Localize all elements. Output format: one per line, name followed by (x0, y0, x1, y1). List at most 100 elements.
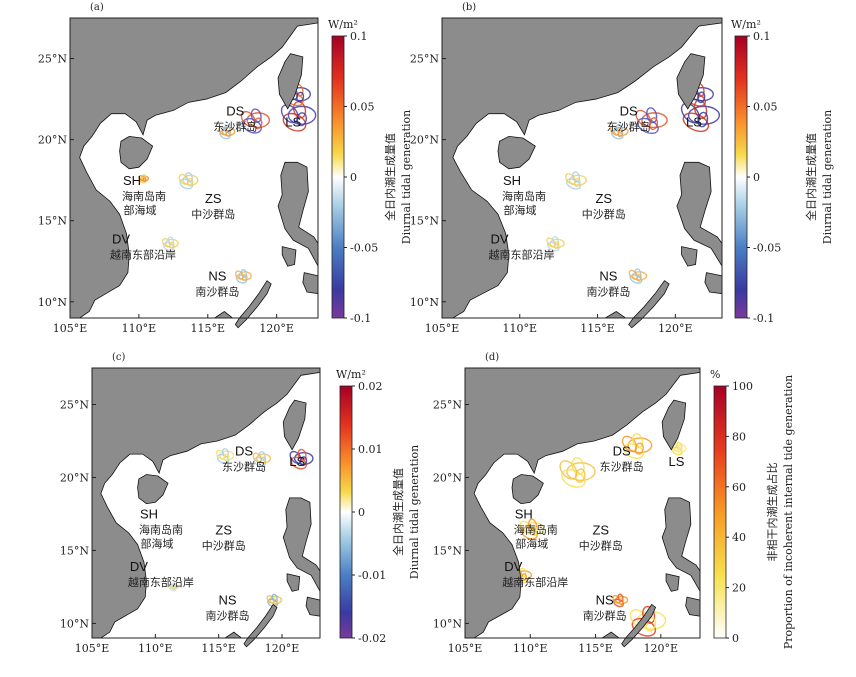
region-label-cn: 东沙群岛 (607, 119, 651, 133)
tidal-patch (648, 117, 659, 131)
colorbar-tick-label: 100 (732, 380, 753, 393)
tidal-patch (636, 273, 642, 282)
region-label-cn: 越南东部沿岸 (128, 575, 194, 589)
lat-tick-label: 10°N (433, 617, 462, 630)
colorbar-tick-label: 0.1 (753, 30, 771, 43)
land-mainland (464, 367, 701, 639)
tidal-patch (167, 236, 175, 246)
region-label-cn: 东沙群岛 (600, 460, 644, 474)
land-island (681, 246, 698, 267)
tidal-patch (549, 238, 565, 249)
colorbar-tick-label: -0.02 (358, 632, 386, 645)
region-label: NS (596, 592, 614, 607)
region-label: LS (289, 454, 305, 469)
land-island (305, 596, 321, 617)
tidal-patch (634, 268, 642, 278)
lat-tick-label: 15°N (433, 544, 462, 557)
tidal-patch (572, 171, 581, 183)
tidal-patch (297, 448, 307, 461)
land-island (302, 272, 319, 295)
panel-tag: (b) (462, 2, 476, 13)
tidal-patch (241, 274, 248, 282)
lon-tick-label: 110°E (122, 322, 157, 335)
region-label: DS (620, 103, 638, 118)
land-island (137, 474, 169, 505)
region-label: ZS (205, 191, 222, 206)
tidal-generation-field (168, 448, 314, 608)
region-label: SH (123, 173, 141, 188)
land-island (676, 53, 706, 110)
map-frame (69, 17, 319, 319)
land-mainland (441, 17, 723, 319)
region-label: ZS (215, 522, 232, 537)
region-label-cn: 南沙群岛 (195, 285, 239, 299)
land-island (665, 573, 680, 592)
tidal-patch (225, 129, 232, 137)
tidal-patch (641, 112, 668, 129)
colorbar-unit: W/m² (328, 18, 358, 31)
region-label: DV (491, 231, 509, 246)
region-label: LS (669, 454, 685, 469)
land-island (628, 280, 670, 329)
land-island (704, 272, 723, 295)
tidal-patch (168, 241, 175, 249)
region-label: DV (112, 231, 130, 246)
panel-tag: (c) (112, 352, 126, 363)
lon-tick-label: 105°E (425, 322, 460, 335)
region-label: SH (140, 506, 158, 521)
lat-tick-label: 15°N (410, 215, 439, 228)
map-panel: (b) 105°E 110°E 115°E 120°E 25°N 20°N 15°N 10°N D… (410, 2, 834, 335)
region-label: SH (503, 173, 521, 188)
lon-tick-label: 115°E (201, 642, 236, 655)
tidal-patch (568, 174, 588, 186)
land-mainland (91, 367, 321, 639)
tidal-patch (687, 105, 721, 125)
region-label-cn: 东沙群岛 (213, 119, 257, 133)
tidal-patch (186, 178, 194, 187)
tidal-patch (677, 446, 683, 454)
tidal-patch (634, 442, 644, 455)
region-label-cn: 海南岛南 (139, 522, 183, 536)
lon-tick-label: 115°E (580, 322, 615, 335)
tidal-patch (260, 456, 267, 465)
tidal-patch (528, 518, 538, 532)
colorbar-tick-label: -0.01 (358, 569, 386, 582)
region-label: ZS (595, 191, 612, 206)
region-label-cn: 中沙群岛 (582, 207, 626, 221)
tidal-patch (299, 456, 308, 466)
land-mainland (69, 17, 319, 319)
colorbar-unit: % (710, 368, 720, 381)
region-label-cn: 南沙群岛 (206, 608, 250, 622)
region-label-cn: 部海域 (141, 536, 174, 550)
lat-tick-label: 25°N (433, 398, 462, 411)
tidal-patch (574, 177, 581, 188)
tidal-patch (553, 241, 560, 250)
tidal-patch (613, 126, 629, 137)
colorbar-tick-label: 0 (350, 171, 357, 184)
tidal-generation-field (546, 82, 721, 284)
land-island (661, 399, 687, 451)
region-label-cn: 越南东部沿岸 (489, 247, 555, 261)
lat-tick-label: 20°N (433, 471, 462, 484)
colorbar (339, 385, 353, 639)
land-island (234, 280, 272, 329)
tidal-patch (272, 598, 279, 606)
land-island (511, 474, 544, 505)
colorbar-unit: W/m² (731, 18, 761, 31)
lat-tick-label: 10°N (38, 296, 67, 309)
lat-tick-label: 25°N (60, 398, 89, 411)
lon-tick-label: 105°E (75, 642, 110, 655)
colorbar-label-en: Proportion of incoherent internal tide g… (782, 375, 795, 649)
region-label-cn: 中沙群岛 (579, 538, 623, 552)
tidal-patch (292, 101, 307, 119)
region-label-cn: 部海域 (504, 203, 537, 217)
lat-tick-label: 20°N (410, 134, 439, 147)
region-label: LS (285, 115, 301, 130)
land-island (621, 603, 657, 648)
region-label: ZS (592, 522, 609, 537)
map-frame (91, 367, 321, 639)
tidal-patch (271, 593, 278, 602)
region-label-cn: 越南东部沿岸 (110, 247, 176, 261)
tidal-patch (250, 108, 262, 123)
